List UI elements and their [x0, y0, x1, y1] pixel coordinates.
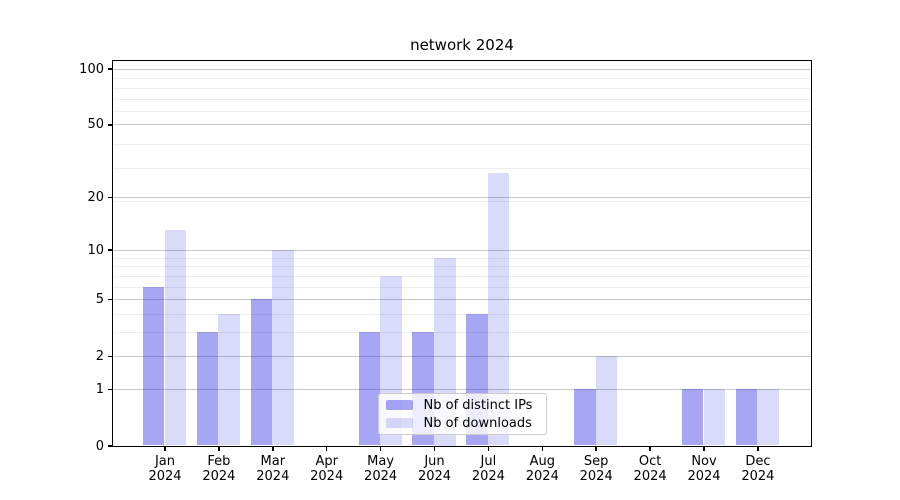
x-tick-mark [595, 446, 597, 451]
minor-gridline [112, 266, 811, 268]
y-tick-label: 100 [79, 61, 104, 77]
minor-gridline [112, 78, 811, 80]
x-tick-label: Jul 2024 [471, 454, 505, 484]
bar-downloads-mar [272, 249, 294, 446]
x-tick-label: Jun 2024 [417, 454, 452, 484]
plot-area [111, 59, 812, 447]
y-tick-mark [108, 298, 113, 301]
x-tick-mark [325, 446, 328, 451]
y-tick-label: 1 [95, 381, 104, 397]
major-gridline [112, 196, 811, 198]
minor-gridline [112, 257, 811, 259]
x-tick-label: Feb 2024 [202, 454, 236, 484]
x-tick-label: Oct 2024 [633, 454, 667, 484]
chart-title: network 2024 [410, 36, 514, 54]
legend-item-downloads: Nb of downloads [379, 414, 546, 432]
y-tick-mark [108, 124, 113, 126]
x-tick-mark [218, 446, 220, 451]
y-tick-label: 0 [95, 438, 104, 454]
minor-gridline [112, 332, 811, 334]
minor-gridline [112, 286, 811, 288]
x-tick-mark [649, 446, 651, 451]
x-tick-mark [164, 446, 166, 451]
major-gridline [112, 68, 811, 70]
bar-distinct-ips-sep [574, 388, 596, 446]
major-gridline [112, 249, 811, 251]
major-gridline [112, 124, 811, 126]
x-tick-label: Mar 2024 [256, 454, 290, 484]
y-tick-mark [108, 249, 113, 251]
minor-gridline [112, 98, 811, 100]
y-tick-label: 5 [95, 292, 104, 308]
y-tick-label: 2 [95, 348, 104, 364]
minor-gridline [112, 87, 811, 89]
y-tick-label: 20 [87, 189, 104, 205]
bar-downloads-feb [218, 314, 240, 446]
x-tick-label: Nov 2024 [687, 454, 721, 484]
y-tick-mark [108, 355, 113, 358]
y-tick-label: 50 [87, 117, 104, 133]
y-tick-mark [108, 196, 113, 199]
major-gridline [112, 388, 811, 390]
bar-distinct-ips-jan [142, 286, 165, 446]
legend-item-distinct-ips: Nb of distinct IPs [379, 396, 546, 414]
x-tick-mark [272, 446, 274, 451]
x-tick-label: May 2024 [364, 454, 398, 484]
bar-distinct-ips-mar [250, 299, 273, 446]
minor-gridline [112, 144, 811, 146]
x-tick-label: Jan 2024 [148, 454, 182, 484]
x-tick-mark [757, 446, 759, 451]
y-tick-mark [108, 68, 113, 70]
minor-gridline [112, 111, 811, 113]
legend-label: Nb of downloads [423, 415, 532, 431]
bar-downloads-jul [487, 173, 510, 446]
bar-downloads-dec [757, 388, 779, 446]
legend-swatch-downloads [385, 417, 413, 429]
bar-distinct-ips-dec [735, 388, 758, 446]
legend-swatch-distinct-ips [385, 399, 413, 411]
y-tick-mark [108, 445, 113, 447]
legend: Nb of distinct IPs Nb of downloads [377, 393, 547, 435]
x-tick-mark [379, 446, 382, 451]
y-tick-label: 10 [87, 242, 104, 258]
bar-downloads-nov [703, 388, 726, 446]
minor-gridline [112, 275, 811, 277]
minor-gridline [112, 314, 811, 316]
x-tick-mark [433, 446, 436, 451]
y-tick-mark [108, 388, 113, 391]
bar-distinct-ips-nov [681, 388, 704, 446]
x-tick-label: Aug 2024 [525, 454, 559, 484]
bar-distinct-ips-may [358, 332, 381, 446]
minor-gridline [112, 167, 811, 169]
x-tick-mark [541, 446, 544, 451]
minor-gridline [112, 200, 811, 202]
x-tick-label: Sep 2024 [579, 454, 613, 484]
legend-label: Nb of distinct IPs [423, 397, 533, 413]
x-tick-mark [703, 446, 705, 451]
bar-distinct-ips-feb [196, 332, 219, 446]
x-tick-mark [487, 446, 490, 451]
major-gridline [112, 355, 811, 357]
bar-downloads-sep [595, 355, 618, 446]
bar-downloads-jan [164, 230, 187, 446]
major-gridline [112, 299, 811, 301]
x-tick-label: Apr 2024 [310, 454, 344, 484]
x-tick-label: Dec 2024 [741, 454, 775, 484]
